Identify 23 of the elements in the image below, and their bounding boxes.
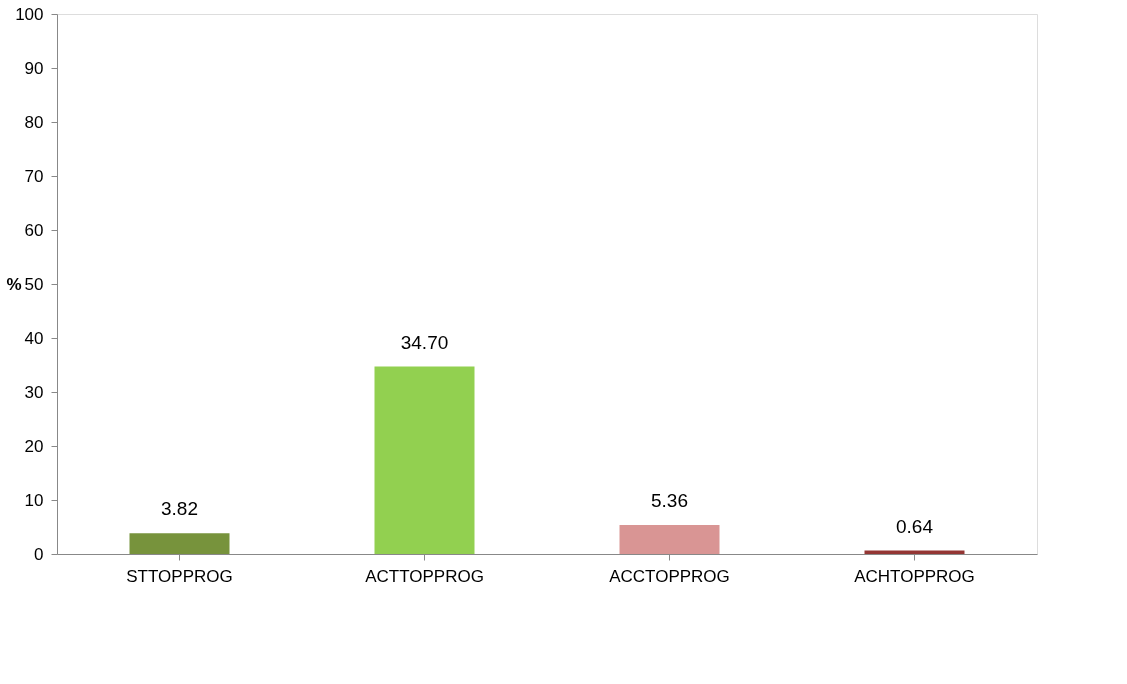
x-tick-label: STTOPPROG [126,566,233,586]
y-tick-label: 50 [24,274,44,294]
y-tick-label: 40 [24,328,44,348]
y-tick-label: 0 [34,544,44,564]
y-tick-label: 20 [24,436,44,456]
y-tick-label: 90 [24,58,44,78]
x-tick-label: ACTTOPPROG [365,566,484,586]
x-tick-label: ACHTOPPROG [854,566,975,586]
y-tick-label: 70 [24,166,44,186]
y-tick-label: 10 [24,490,44,510]
data-label: 5.36 [651,490,688,512]
y-axis-title: % [6,274,22,294]
data-label: 34.70 [400,331,449,353]
y-tick-label: 30 [24,382,44,402]
x-tick-label: ACCTOPPROG [609,566,730,586]
y-tick-label: 100 [15,4,44,24]
y-tick-label: 60 [24,220,44,240]
bar [129,533,230,554]
y-tick-label: 80 [24,112,44,132]
bar [619,525,720,554]
bar [374,366,475,554]
data-label: 3.82 [161,498,198,520]
data-label: 0.64 [896,515,934,537]
